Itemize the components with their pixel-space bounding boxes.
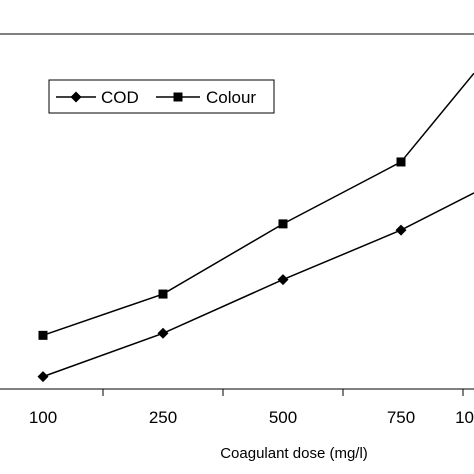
legend: COD Colour	[48, 79, 275, 114]
cod-point	[277, 274, 289, 286]
series-colour	[38, 72, 474, 340]
colour-point	[158, 289, 168, 299]
x-tick-label: 100	[29, 408, 57, 427]
x-tick-label: 1000	[455, 408, 474, 427]
cod-point	[37, 371, 49, 383]
colour-point	[396, 157, 406, 167]
legend-label: COD	[101, 88, 139, 107]
legend-item-colour: Colour	[156, 88, 256, 107]
cod-point	[157, 327, 169, 339]
x-tick-label: 250	[149, 408, 177, 427]
cod-point	[395, 224, 407, 236]
x-tick-label: 750	[387, 408, 415, 427]
series-cod	[37, 192, 474, 383]
series-layer	[37, 72, 474, 383]
colour-point	[278, 219, 288, 229]
legend-items: COD Colour	[56, 88, 256, 107]
legend-label: Colour	[206, 88, 256, 107]
x-ticks: 100 250 500 750 1000	[29, 389, 474, 427]
x-axis-title: Coagulant dose (mg/l)	[220, 445, 368, 462]
legend-marker	[173, 92, 183, 102]
colour-point	[38, 330, 48, 340]
cod-line	[42, 192, 474, 378]
plot-area	[0, 33, 474, 390]
legend-marker	[70, 91, 82, 103]
legend-item-cod: COD	[56, 88, 139, 107]
x-tick-label: 500	[269, 408, 297, 427]
